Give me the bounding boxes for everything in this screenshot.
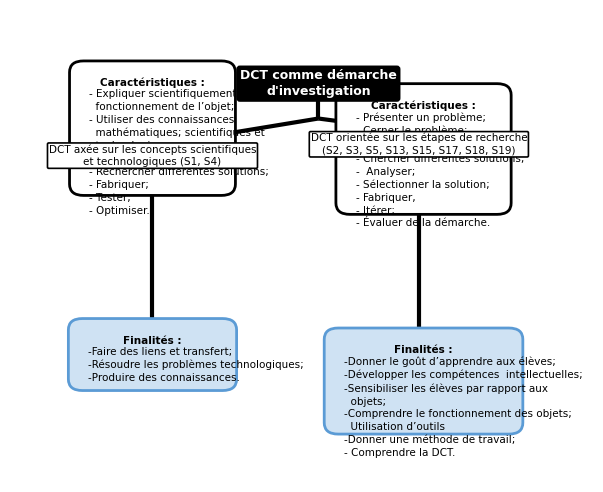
Text: - Présenter un problème;
- Cerner le problème;
- Élaborer le cahier des charges;: - Présenter un problème; - Cerner le pro…: [356, 112, 525, 228]
Text: Caractéristiques :: Caractéristiques :: [371, 101, 476, 111]
Text: DCT comme démarche
d'investigation: DCT comme démarche d'investigation: [240, 69, 397, 98]
FancyBboxPatch shape: [69, 61, 235, 195]
Text: Finalités :: Finalités :: [394, 345, 453, 355]
Text: -Donner le goût d’apprendre aux élèves;
-Développer les compétences  intellectue: -Donner le goût d’apprendre aux élèves; …: [344, 356, 582, 458]
Text: DCT orientée sur les étapes de recherche
(S2, S3, S5, S13, S15, S17, S18, S19): DCT orientée sur les étapes de recherche…: [311, 133, 527, 156]
FancyBboxPatch shape: [336, 84, 511, 215]
Text: -Faire des liens et transfert;
-Résoudre les problèmes technologiques;
-Produire: -Faire des liens et transfert; -Résoudre…: [88, 347, 304, 383]
Text: Finalités :: Finalités :: [123, 336, 182, 345]
FancyBboxPatch shape: [324, 328, 523, 434]
Text: Caractéristiques :: Caractéristiques :: [100, 78, 205, 89]
FancyBboxPatch shape: [68, 318, 236, 391]
Text: - Expliquer scientifiquement le
  fonctionnement de l’objet;
- Utiliser des conn: - Expliquer scientifiquement le fonction…: [89, 90, 269, 216]
Text: DCT axée sur les concepts scientifiques
et technologiques (S1, S4): DCT axée sur les concepts scientifiques …: [49, 144, 256, 167]
